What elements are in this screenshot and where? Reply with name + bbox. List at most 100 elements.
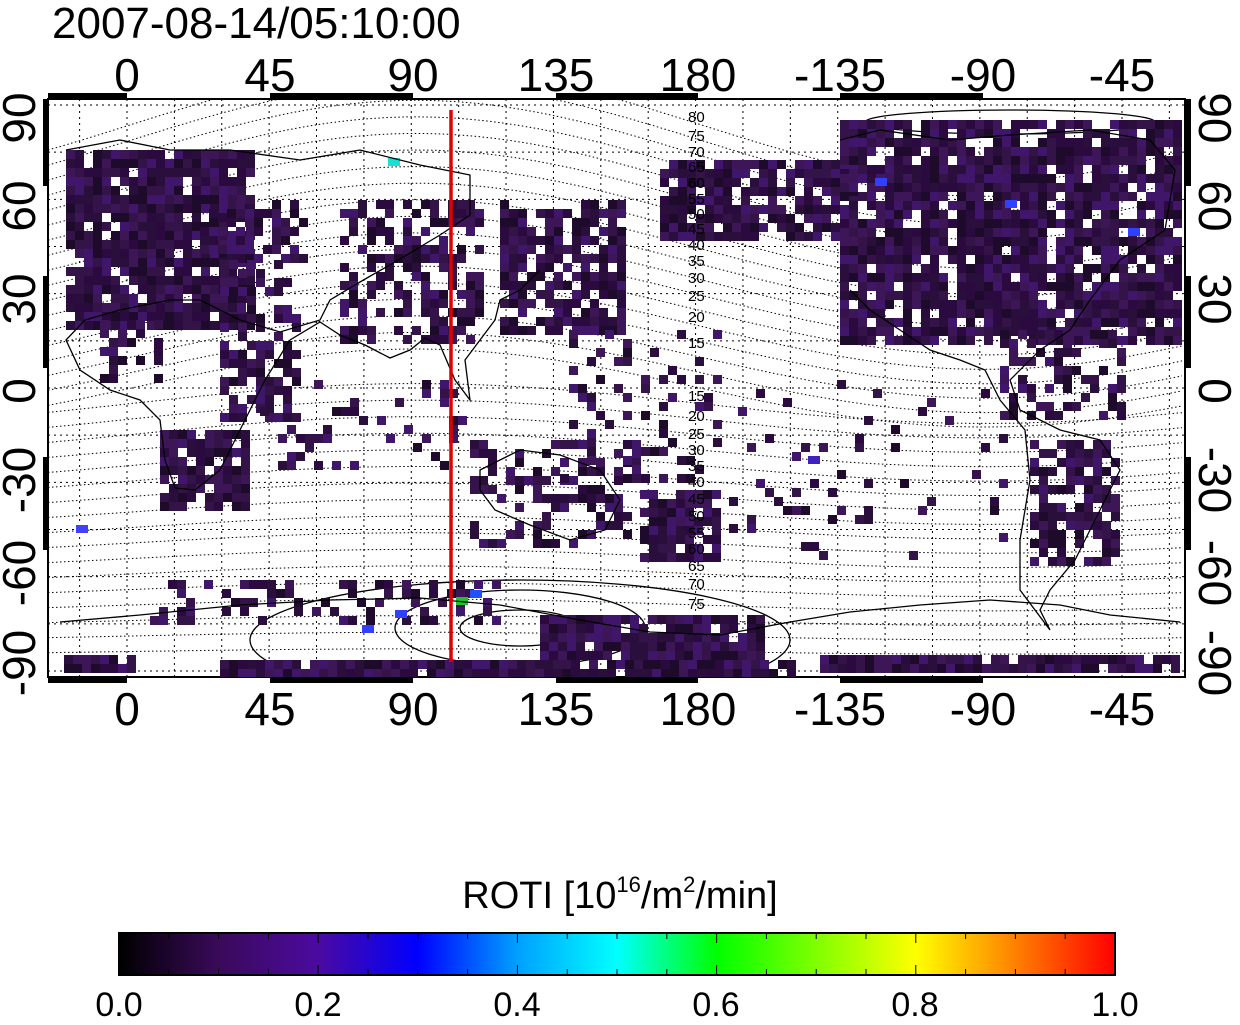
roti-cell — [768, 196, 777, 205]
roti-cell — [394, 281, 403, 290]
roti-cell — [858, 237, 867, 246]
roti-cell — [479, 485, 488, 494]
roti-cell — [1110, 255, 1119, 264]
roti-cell — [1126, 655, 1135, 664]
roti-cell — [1092, 174, 1101, 183]
roti-cell — [765, 434, 774, 443]
roti-cell — [948, 138, 957, 147]
roti-cell — [1029, 156, 1038, 165]
roti-cell — [930, 273, 939, 282]
roti-cell — [705, 205, 714, 214]
roti-cell — [1117, 402, 1126, 411]
roti-cell — [676, 517, 685, 526]
roti-cell — [1146, 255, 1155, 264]
roti-cell — [554, 326, 563, 335]
roti-cell — [578, 393, 587, 402]
roti-cell — [1018, 384, 1027, 393]
roti-cell — [272, 200, 281, 209]
roti-cell — [403, 200, 412, 209]
roti-cell — [403, 236, 412, 245]
roti-cell — [1011, 309, 1020, 318]
roti-cell — [138, 168, 147, 177]
roti-cell — [111, 150, 120, 159]
roti-cell — [652, 669, 661, 677]
roti-cell — [136, 329, 145, 338]
roti-cell — [930, 228, 939, 237]
roti-cell — [236, 209, 245, 218]
roti-cell — [256, 377, 265, 386]
roti-cell — [75, 186, 84, 195]
roti-cell — [946, 655, 955, 664]
roti-cell — [993, 273, 1002, 282]
roti-cell — [587, 438, 596, 447]
roti-cell — [421, 290, 430, 299]
roti-cell — [921, 183, 930, 192]
roti-cell — [678, 232, 687, 241]
roti-cell — [147, 186, 156, 195]
roti-cell — [1002, 147, 1011, 156]
roti-cell — [993, 264, 1002, 273]
roti-cell — [605, 521, 614, 530]
roti-cell — [241, 502, 250, 511]
magnetic-contour — [48, 315, 1183, 399]
roti-cell — [102, 168, 111, 177]
roti-cell — [703, 517, 712, 526]
roti-cell — [840, 228, 849, 237]
colorbar-title-unit: /m — [640, 875, 684, 917]
roti-cell — [849, 237, 858, 246]
roti-cell — [1101, 174, 1110, 183]
roti-cell — [192, 303, 201, 312]
roti-cell — [218, 245, 227, 254]
roti-cell — [590, 308, 599, 317]
axis-border-segment — [556, 93, 698, 99]
roti-cell — [598, 669, 607, 677]
roti-cell — [894, 174, 903, 183]
roti-cell — [684, 633, 693, 642]
roti-cell — [497, 494, 506, 503]
magnetic-contour — [48, 383, 1183, 424]
roti-cell — [515, 521, 524, 530]
roti-cell — [966, 129, 975, 138]
roti-cell — [616, 660, 625, 669]
roti-cell — [705, 223, 714, 232]
roti-cell — [684, 624, 693, 633]
roti-cell — [154, 338, 163, 347]
roti-cell — [966, 318, 975, 327]
roti-cell — [993, 219, 1002, 228]
roti-cell — [219, 294, 228, 303]
roti-cell — [714, 214, 723, 223]
roti-cell — [1038, 147, 1047, 156]
roti-cell — [542, 512, 551, 521]
roti-cell — [630, 624, 639, 633]
roti-cell — [939, 138, 948, 147]
roti-cell — [572, 299, 581, 308]
roti-cell — [100, 374, 109, 383]
roti-cell — [617, 263, 626, 272]
roti-cell — [292, 413, 301, 422]
roti-cell — [1045, 402, 1054, 411]
roti-cell — [1164, 129, 1173, 138]
roti-cell — [858, 228, 867, 237]
roti-cell — [858, 327, 867, 336]
roti-cell — [138, 258, 147, 267]
roti-cell — [1063, 655, 1072, 664]
roti-cell — [576, 624, 585, 633]
roti-cell — [340, 308, 349, 317]
roti-cell — [885, 129, 894, 138]
roti-cell — [84, 267, 93, 276]
roti-cell — [102, 267, 111, 276]
roti-cell — [612, 642, 621, 651]
roti-cell — [634, 669, 643, 677]
roti-cell — [677, 474, 686, 483]
roti-cell — [1137, 183, 1146, 192]
roti-cell — [563, 317, 572, 326]
roti-cell — [1137, 219, 1146, 228]
roti-cell — [340, 281, 349, 290]
roti-cell — [321, 598, 330, 607]
roti-cell — [1093, 467, 1102, 476]
roti-cell — [1048, 467, 1057, 476]
roti-cell — [456, 580, 465, 589]
roti-cell — [102, 285, 111, 294]
roti-cell — [509, 290, 518, 299]
roti-cell — [147, 294, 156, 303]
